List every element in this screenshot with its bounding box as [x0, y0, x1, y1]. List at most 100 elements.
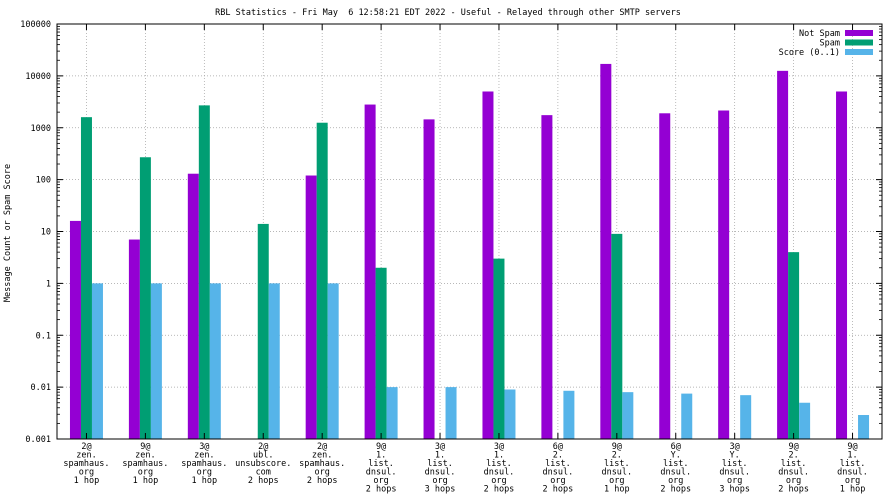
bar-score-0-1 [622, 392, 634, 439]
x-tick-label: 9@ zen. spamhaus. org 1 hop [122, 442, 168, 486]
x-tick-label-line: 3@ [435, 442, 445, 452]
x-tick-label-line: dnsul. [660, 468, 691, 478]
x-tick-label: 3@ 1. list. dnsul. org 3 hops [425, 442, 456, 495]
bar-not-spam [187, 173, 199, 440]
x-tick-label-line: dnsul. [837, 468, 868, 478]
bar-score-0-1 [386, 387, 398, 439]
bar-not-spam [600, 63, 612, 439]
x-tick-label-line: 1 hop [604, 485, 630, 495]
x-tick-label-line: list. [781, 459, 807, 469]
x-tick-label-line: org [668, 476, 683, 486]
x-tick-label: 3@ Y. list. dnsul. org 3 hops [719, 442, 750, 495]
bar-score-0-1 [327, 283, 339, 439]
x-tick-label-line: org [79, 468, 94, 478]
y-tick-label: 1000 [31, 124, 51, 134]
chart-title: RBL Statistics - Fri May 6 12:58:21 EDT … [215, 8, 681, 18]
x-tick-label-line: zen. [312, 451, 332, 461]
x-tick-label-line: 9@ [140, 442, 150, 452]
x-tick-label-line: list. [722, 459, 748, 469]
x-tick-label: 6@ Y. list. dnsul. org 2 hops [660, 442, 691, 495]
x-tick-label-line: 1 hop [74, 476, 100, 486]
x-tick-label-line: 2. [788, 451, 798, 461]
x-tick-label-line: 1 hop [192, 476, 218, 486]
x-tick-label-line: org [373, 476, 388, 486]
x-tick-label-line: Y. [671, 451, 681, 461]
x-tick-label-line: org [550, 476, 565, 486]
x-tick-label-line: 9@ [612, 442, 622, 452]
x-tick-label-line: 9@ [788, 442, 798, 452]
x-tick-label-line: 1. [494, 451, 504, 461]
y-tick-label: 0.01 [31, 383, 51, 393]
x-tick-label-line: list. [663, 459, 689, 469]
y-tick-label: 100 [36, 176, 51, 186]
legend-swatch [845, 49, 873, 55]
bar-not-spam [541, 115, 553, 440]
bar-not-spam [659, 113, 671, 439]
x-tick-label-line: dnsul. [543, 468, 574, 478]
x-tick-label-line: org [314, 468, 329, 478]
bars-layer [69, 63, 870, 440]
x-tick-label: 9@ 1. list. dnsul. org 1 hop [837, 442, 868, 495]
y-axis-label: Message Count or Spam Score [3, 164, 13, 302]
x-tick-label-line: spamhaus. [122, 459, 168, 469]
x-tick-label-line: 2 hops [307, 476, 338, 486]
x-tick-label-line: zen. [135, 451, 155, 461]
x-tick-label: 9@ 1. list. dnsul. org 2 hops [366, 442, 397, 495]
bar-score-0-1 [740, 395, 752, 439]
x-tick-label-line: 1 hop [133, 476, 159, 486]
bar-spam [611, 233, 623, 439]
bar-score-0-1 [268, 283, 280, 439]
x-tick-label: 3@ 1. list. dnsul. org 2 hops [484, 442, 515, 495]
x-tick-label-line: org [491, 476, 506, 486]
bar-not-spam [69, 220, 81, 439]
x-tick-label: 3@ zen. spamhaus. org 1 hop [181, 442, 227, 486]
legend-label: Score (0..1) [779, 48, 840, 58]
x-tick-label-line: 2 hops [778, 485, 809, 495]
bar-spam [139, 157, 151, 440]
x-tick-label-line: 9@ [847, 442, 857, 452]
x-tick-label-line: 9@ [376, 442, 386, 452]
bar-score-0-1 [150, 283, 162, 439]
y-tick-label: 0.001 [25, 435, 51, 445]
legend-label: Not Spam [799, 29, 840, 39]
x-tick-label: 9@ 2. list. dnsul. org 2 hops [778, 442, 809, 495]
x-tick-label-line: org [432, 476, 447, 486]
x-tick-label-line: spamhaus. [181, 459, 227, 469]
x-tick-label-line: Y. [730, 451, 740, 461]
x-tick-label-line: org [197, 468, 212, 478]
x-tick-label-line: dnsul. [366, 468, 397, 478]
x-tick-label-line: 1. [847, 451, 857, 461]
bar-spam [788, 252, 800, 439]
x-tick-label-line: list. [840, 459, 866, 469]
x-tick-label-line: 2. [612, 451, 622, 461]
x-tick-label-line: list. [486, 459, 512, 469]
legend-swatch [845, 39, 873, 46]
x-tick-label: 2@ ubl. unsubscore. com 2 hops [235, 442, 291, 486]
x-tick-label-line: dnsul. [601, 468, 632, 478]
x-tick-label-line: org [609, 476, 624, 486]
x-tick-label-line: dnsul. [719, 468, 750, 478]
x-tick-label-line: unsubscore. [235, 459, 291, 469]
x-tick-label-line: list. [427, 459, 453, 469]
x-tick-label-line: 3 hops [719, 485, 750, 495]
x-tick-label-line: 6@ [553, 442, 563, 452]
y-tick-label: 10 [41, 228, 51, 238]
bar-not-spam [423, 119, 435, 440]
y-tick-label: 100000 [20, 20, 51, 30]
x-tick-label-line: 2@ [258, 442, 268, 452]
x-tick-label-line: dnsul. [778, 468, 809, 478]
x-tick-label: 2@ zen. spamhaus. org 1 hop [63, 442, 109, 486]
bar-score-0-1 [681, 393, 693, 439]
x-tick-label-line: zen. [194, 451, 214, 461]
x-tick-label-line: dnsul. [484, 468, 515, 478]
x-tick-label-line: 3@ [730, 442, 740, 452]
x-tick-label-line: dnsul. [425, 468, 456, 478]
bar-not-spam [777, 70, 789, 440]
y-tick-label: 1 [46, 279, 51, 289]
x-tick-label-line: list. [604, 459, 630, 469]
x-tick-label-line: list. [545, 459, 571, 469]
bar-score-0-1 [799, 402, 811, 439]
x-tick-label-line: 2 hops [660, 485, 691, 495]
